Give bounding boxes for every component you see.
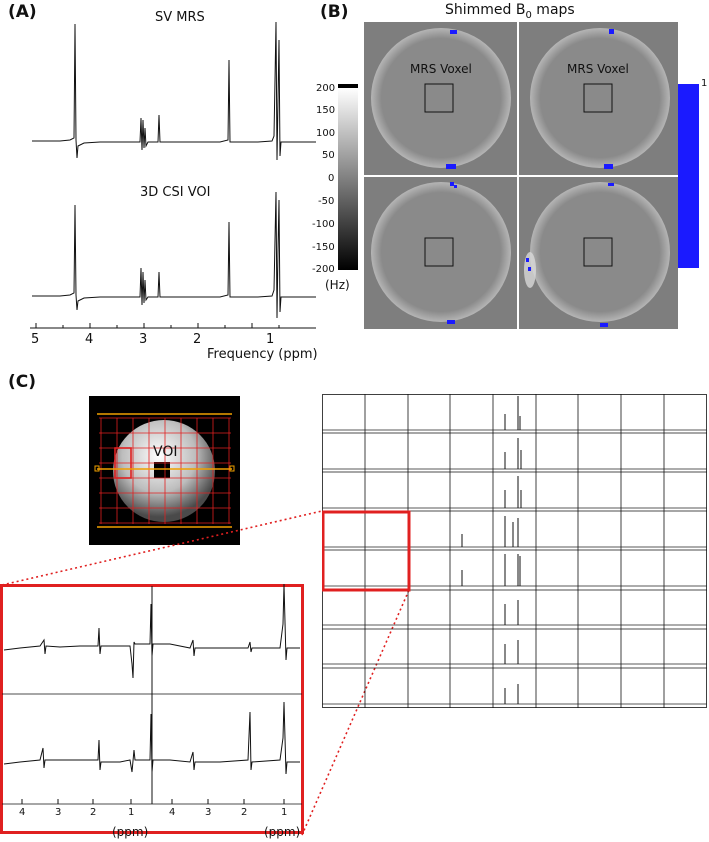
b0-map-bottom-left [371, 182, 511, 324]
voi-phantom-image [89, 396, 240, 545]
b0-maps-title: Shimmed B0 maps [445, 2, 575, 21]
zoom-ppm-label-left: (ppm) [112, 825, 149, 839]
csi-spectra-grid [322, 394, 707, 708]
mask-colorbar-tick-1: 1 [701, 78, 708, 89]
panel-a-tick-5: 5 [31, 332, 40, 347]
panel-a-tick-4: 4 [85, 332, 94, 347]
panel-b-label: (B) [320, 2, 349, 22]
csi-voi-spectrum [32, 191, 316, 319]
voi-label: VOI [153, 444, 178, 460]
zoomed-spectrum-bottom [3, 701, 300, 775]
colorbar-tick-neg150: -150 [312, 242, 335, 253]
panel-a-xlabel: Frequency (ppm) [207, 347, 318, 362]
colorbar-tick-neg50: -50 [318, 196, 335, 207]
zoomed-spectrum-top [3, 584, 300, 679]
panel-c-label: (C) [8, 372, 37, 392]
panel-a-tick-1: 1 [266, 332, 275, 347]
zoom-left-tick-1: 1 [128, 807, 135, 818]
csi-voi-title: 3D CSI VOI [140, 185, 211, 200]
b0-map-top-right [530, 28, 670, 169]
sv-mrs-spectrum [32, 21, 316, 161]
b0-map-bottom-right [524, 182, 670, 327]
zoom-right-tick-3: 3 [205, 807, 212, 818]
panel-a-label: (A) [8, 2, 37, 22]
colorbar-unit: (Hz) [325, 278, 350, 292]
zoom-right-tick-2: 2 [241, 807, 248, 818]
colorbar-tick-50: 50 [322, 150, 335, 161]
mrs-voxel-label-right: MRS Voxel [567, 62, 629, 76]
sv-mrs-title: SV MRS [155, 10, 205, 25]
zoom-ppm-label-right: (ppm) [264, 825, 301, 839]
panel-a-x-axis [30, 323, 316, 329]
b0-colorbar [338, 84, 358, 270]
zoom-right-tick-4: 4 [169, 807, 176, 818]
zoom-left-tick-3: 3 [55, 807, 62, 818]
panel-a-tick-3: 3 [139, 332, 148, 347]
b0-map-top-left [371, 28, 511, 169]
zoom-left-tick-4: 4 [19, 807, 26, 818]
colorbar-tick-100: 100 [316, 128, 336, 139]
zoomed-spectra-box [0, 584, 304, 834]
colorbar-tick-200: 200 [316, 83, 336, 94]
colorbar-tick-0: 0 [328, 173, 335, 184]
mask-colorbar [678, 84, 699, 268]
colorbar-tick-neg200: -200 [312, 264, 335, 275]
panel-a-tick-2: 2 [193, 332, 202, 347]
b0-map-grid [364, 22, 678, 329]
panel-a-spectra [30, 21, 316, 329]
zoom-left-tick-2: 2 [90, 807, 97, 818]
mrs-voxel-label-left: MRS Voxel [410, 62, 472, 76]
colorbar-tick-neg100: -100 [312, 219, 335, 230]
zoom-right-tick-1: 1 [281, 807, 288, 818]
colorbar-tick-150: 150 [316, 105, 336, 116]
